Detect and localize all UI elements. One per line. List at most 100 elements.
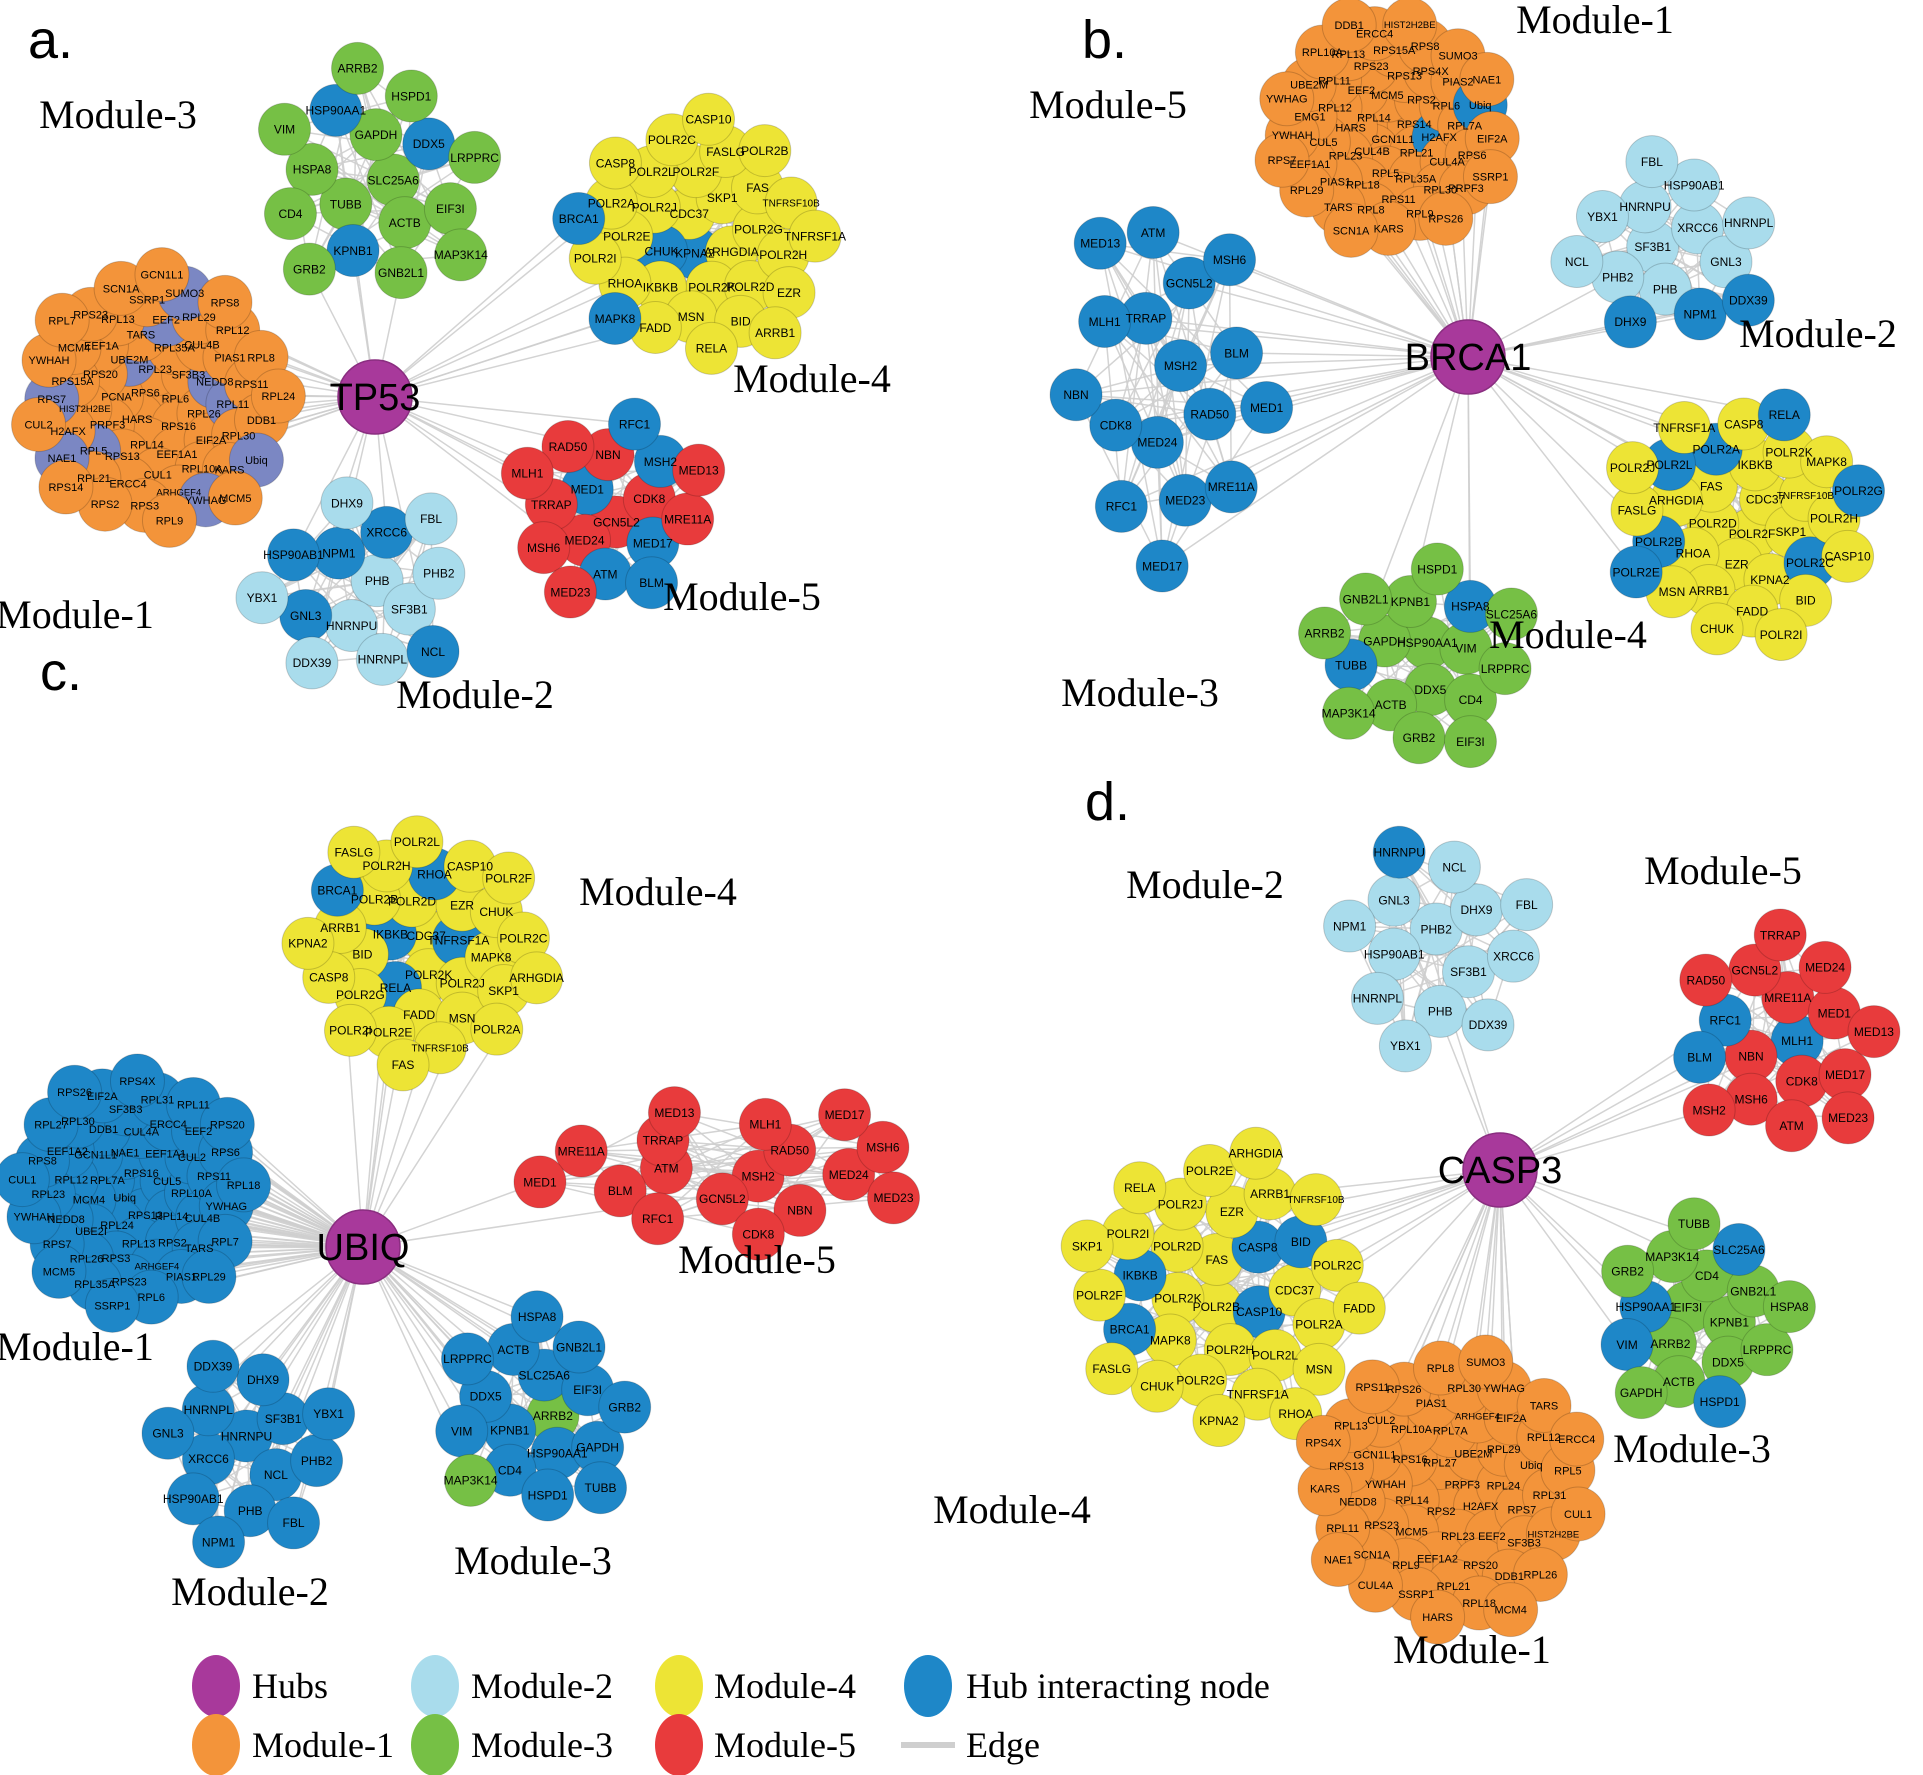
- node-POLR2J[interactable]: [1606, 441, 1660, 495]
- node-ARHGDIA[interactable]: [510, 951, 564, 1005]
- node-RFC1[interactable]: [1094, 479, 1148, 533]
- node-POLR2F[interactable]: [482, 851, 536, 905]
- node-SSRP1[interactable]: [84, 1277, 140, 1333]
- node-RFC1[interactable]: [607, 397, 661, 451]
- node-MLH1[interactable]: [500, 446, 554, 500]
- node-GCN5L2[interactable]: [695, 1172, 749, 1226]
- node-NCL[interactable]: [406, 624, 460, 678]
- node-SLC25A6[interactable]: [1484, 587, 1538, 641]
- node-SKP1[interactable]: [1060, 1219, 1114, 1273]
- node-CDK8[interactable]: [1089, 398, 1143, 452]
- node-TARS[interactable]: [1516, 1378, 1572, 1434]
- node-MED13[interactable]: [1847, 1005, 1901, 1059]
- node-POLR2F[interactable]: [1072, 1268, 1126, 1322]
- node-HNRNPU[interactable]: [1372, 825, 1426, 879]
- node-HSPD1[interactable]: [384, 69, 438, 123]
- node-CASP8[interactable]: [588, 136, 642, 190]
- node-ARRB1[interactable]: [748, 306, 802, 360]
- node-RPS26[interactable]: [47, 1064, 103, 1120]
- node-ARHGDIA[interactable]: [1229, 1126, 1283, 1180]
- node-MED24[interactable]: [1798, 940, 1852, 994]
- node-DHX9[interactable]: [320, 476, 374, 530]
- node-CUL1[interactable]: [0, 1152, 50, 1208]
- node-FASLG[interactable]: [327, 825, 381, 879]
- node-NCL[interactable]: [1427, 840, 1481, 894]
- node-POLR2L[interactable]: [390, 815, 444, 869]
- node-DDB1[interactable]: [1321, 0, 1377, 53]
- node-GRB2[interactable]: [282, 242, 336, 296]
- node-TNFRSF1A[interactable]: [1657, 401, 1711, 455]
- node-GRB2[interactable]: [598, 1380, 652, 1434]
- node-RPS4X[interactable]: [109, 1053, 165, 1109]
- node-POLR2I[interactable]: [1754, 608, 1808, 662]
- node-MRE11A[interactable]: [1204, 460, 1258, 514]
- node-DDX39[interactable]: [186, 1339, 240, 1393]
- node-RPL18[interactable]: [216, 1157, 272, 1213]
- node-HSPD1[interactable]: [521, 1468, 575, 1522]
- node-SF3B1[interactable]: [382, 582, 436, 636]
- node-LRPPRC[interactable]: [440, 1332, 494, 1386]
- hub-node-BRCA1[interactable]: [1430, 319, 1506, 395]
- hub-node-TP53[interactable]: [337, 359, 413, 435]
- node-MAP3K14[interactable]: [434, 228, 488, 282]
- node-GNB2L1[interactable]: [552, 1320, 606, 1374]
- node-HIST2H2BE[interactable]: [1382, 0, 1438, 53]
- node-GCN5L2[interactable]: [1162, 256, 1216, 310]
- node-MSN[interactable]: [1292, 1342, 1346, 1396]
- node-MSH6[interactable]: [856, 1120, 910, 1174]
- node-FBL[interactable]: [1500, 878, 1554, 932]
- node-MAP3K14[interactable]: [1322, 686, 1376, 740]
- node-MSH6[interactable]: [1203, 233, 1257, 287]
- node-HSPA8[interactable]: [510, 1290, 564, 1344]
- node-MCM5[interactable]: [207, 470, 263, 526]
- node-MSH2[interactable]: [1154, 339, 1208, 393]
- node-CDK8[interactable]: [731, 1207, 785, 1261]
- node-FBL[interactable]: [1625, 135, 1679, 189]
- node-MED17[interactable]: [1135, 539, 1189, 593]
- node-RPL9[interactable]: [141, 492, 197, 548]
- node-CASP10[interactable]: [1821, 529, 1875, 583]
- node-HARS[interactable]: [1410, 1589, 1466, 1645]
- node-BLM[interactable]: [593, 1164, 647, 1218]
- node-MSH2[interactable]: [1682, 1083, 1736, 1137]
- node-POLR2I[interactable]: [324, 1003, 378, 1057]
- node-FAS[interactable]: [376, 1038, 430, 1092]
- node-NBN[interactable]: [773, 1183, 827, 1237]
- node-YBX1[interactable]: [1575, 189, 1629, 243]
- node-POLR2E[interactable]: [1609, 545, 1663, 599]
- hub-node-UBIQ[interactable]: [325, 1209, 401, 1285]
- node-TRRAP[interactable]: [1753, 908, 1807, 962]
- node-HNRNPL[interactable]: [1350, 971, 1404, 1025]
- node-SSRP1[interactable]: [1462, 149, 1518, 205]
- node-NAE1[interactable]: [1310, 1532, 1366, 1588]
- node-KPNA2[interactable]: [1192, 1394, 1246, 1448]
- node-GAPDH[interactable]: [1614, 1366, 1668, 1420]
- node-RELA[interactable]: [1113, 1161, 1167, 1215]
- node-RAD50[interactable]: [541, 420, 595, 474]
- node-HSPA8[interactable]: [1762, 1280, 1816, 1334]
- node-MRE11A[interactable]: [554, 1124, 608, 1178]
- node-POLR2C[interactable]: [1310, 1238, 1364, 1292]
- node-MSH6[interactable]: [517, 521, 571, 575]
- hub-node-CASP3[interactable]: [1462, 1132, 1538, 1208]
- node-NPM1[interactable]: [1323, 899, 1377, 953]
- node-MAP3K14[interactable]: [444, 1453, 498, 1507]
- node-MCM4[interactable]: [1483, 1582, 1539, 1638]
- node-ARRB2[interactable]: [1298, 606, 1352, 660]
- node-HSPA8[interactable]: [285, 142, 339, 196]
- node-FASLG[interactable]: [1085, 1342, 1139, 1396]
- node-MED13[interactable]: [672, 443, 726, 497]
- node-RELA[interactable]: [684, 321, 738, 375]
- node-NPM1[interactable]: [192, 1515, 246, 1569]
- node-SUMO3[interactable]: [1458, 1334, 1514, 1390]
- node-YBX1[interactable]: [302, 1387, 356, 1441]
- node-HNRNPL[interactable]: [1722, 196, 1776, 250]
- node-NBN[interactable]: [1049, 368, 1103, 422]
- node-DDX39[interactable]: [1461, 998, 1515, 1052]
- node-HSP90AA1[interactable]: [309, 83, 363, 137]
- node-RPS4X[interactable]: [1295, 1414, 1351, 1470]
- node-SLC25A6[interactable]: [1712, 1223, 1766, 1277]
- node-XRCC6[interactable]: [1486, 929, 1540, 983]
- node-POLR2E[interactable]: [1183, 1144, 1237, 1198]
- node-RELA[interactable]: [1757, 388, 1811, 442]
